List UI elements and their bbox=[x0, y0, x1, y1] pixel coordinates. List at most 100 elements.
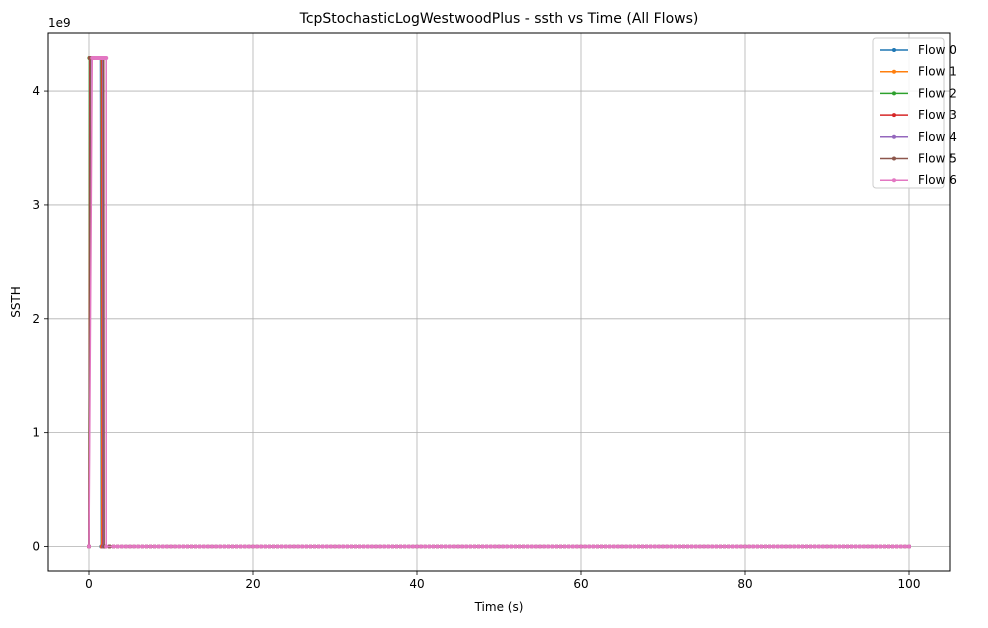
data-point bbox=[808, 544, 813, 549]
data-point bbox=[525, 544, 530, 549]
data-point bbox=[312, 544, 317, 549]
data-point bbox=[632, 544, 637, 549]
data-point bbox=[804, 544, 809, 549]
data-point bbox=[292, 544, 296, 549]
data-point bbox=[771, 544, 776, 549]
series-flow-0 bbox=[87, 56, 911, 549]
data-point bbox=[718, 544, 723, 549]
data-point bbox=[673, 544, 678, 549]
data-point bbox=[230, 544, 235, 549]
data-point bbox=[287, 544, 292, 549]
legend-label: Flow 4 bbox=[918, 130, 957, 144]
data-point bbox=[702, 544, 706, 549]
data-point bbox=[788, 544, 793, 549]
data-point bbox=[464, 544, 469, 549]
data-point bbox=[365, 544, 370, 549]
data-point bbox=[816, 544, 821, 549]
data-point bbox=[324, 544, 329, 549]
series-line bbox=[88, 57, 909, 548]
data-point bbox=[874, 544, 879, 549]
data-point bbox=[156, 544, 161, 549]
legend-entry: Flow 2 bbox=[880, 86, 957, 100]
data-point bbox=[751, 544, 756, 549]
data-point bbox=[488, 544, 493, 549]
data-point bbox=[472, 544, 477, 549]
data-point bbox=[296, 544, 301, 549]
legend-marker bbox=[892, 156, 896, 161]
y-offset-label: 1e9 bbox=[48, 16, 71, 30]
data-point bbox=[320, 544, 325, 549]
data-point bbox=[439, 544, 444, 549]
data-point bbox=[341, 544, 346, 549]
data-point bbox=[136, 544, 141, 549]
data-point bbox=[665, 544, 670, 549]
series-flow-1 bbox=[87, 56, 911, 549]
series-flow-3 bbox=[87, 56, 911, 549]
data-point bbox=[648, 544, 653, 549]
data-point bbox=[283, 544, 288, 549]
data-point bbox=[669, 544, 674, 549]
data-point bbox=[656, 544, 661, 549]
data-point bbox=[743, 544, 747, 549]
data-point bbox=[140, 544, 145, 549]
data-point bbox=[624, 544, 629, 549]
data-point bbox=[374, 544, 378, 549]
legend-entry: Flow 0 bbox=[880, 43, 957, 57]
legend-label: Flow 0 bbox=[918, 43, 957, 57]
y-tick-label: 3 bbox=[32, 198, 40, 212]
data-point bbox=[620, 544, 624, 549]
data-point bbox=[615, 544, 620, 549]
data-point bbox=[587, 544, 592, 549]
data-point bbox=[431, 544, 436, 549]
data-point bbox=[747, 544, 752, 549]
data-point bbox=[714, 544, 719, 549]
data-point bbox=[833, 544, 838, 549]
series-flow-6 bbox=[87, 56, 911, 549]
data-point bbox=[820, 544, 825, 549]
data-point bbox=[538, 544, 542, 549]
data-point bbox=[378, 544, 383, 549]
data-point bbox=[726, 544, 731, 549]
series-flow-2 bbox=[87, 56, 911, 549]
series-flow-5 bbox=[87, 56, 911, 549]
data-point bbox=[583, 544, 588, 549]
data-point bbox=[640, 544, 645, 549]
data-point bbox=[308, 544, 313, 549]
data-point bbox=[415, 544, 419, 549]
data-point bbox=[661, 544, 665, 549]
legend-entry: Flow 4 bbox=[880, 130, 957, 144]
chart-title: TcpStochasticLogWestwoodPlus - ssth vs T… bbox=[299, 11, 699, 27]
legend-label: Flow 1 bbox=[918, 65, 957, 79]
data-point bbox=[210, 544, 214, 549]
data-point bbox=[611, 544, 616, 549]
data-point bbox=[866, 544, 870, 549]
data-point bbox=[185, 544, 190, 549]
legend-box bbox=[872, 37, 945, 189]
data-point bbox=[517, 544, 522, 549]
legend-entry: Flow 6 bbox=[880, 173, 957, 187]
data-point bbox=[849, 544, 854, 549]
data-point bbox=[492, 544, 497, 549]
data-point bbox=[681, 544, 686, 549]
data-point bbox=[345, 544, 350, 549]
data-point bbox=[574, 544, 579, 549]
data-point bbox=[111, 544, 116, 549]
data-point bbox=[169, 544, 173, 549]
data-point bbox=[328, 544, 333, 549]
data-point bbox=[882, 544, 887, 549]
data-point bbox=[825, 544, 829, 549]
data-point bbox=[779, 544, 784, 549]
data-point bbox=[755, 544, 760, 549]
legend-label: Flow 2 bbox=[918, 86, 957, 100]
data-point bbox=[104, 56, 109, 61]
data-point bbox=[841, 544, 846, 549]
data-point bbox=[259, 544, 264, 549]
data-point bbox=[119, 544, 124, 549]
data-point bbox=[128, 544, 132, 549]
data-point bbox=[427, 544, 432, 549]
data-point bbox=[730, 544, 735, 549]
data-point bbox=[87, 544, 91, 549]
x-tick-label: 80 bbox=[737, 577, 752, 591]
data-point bbox=[677, 544, 682, 549]
